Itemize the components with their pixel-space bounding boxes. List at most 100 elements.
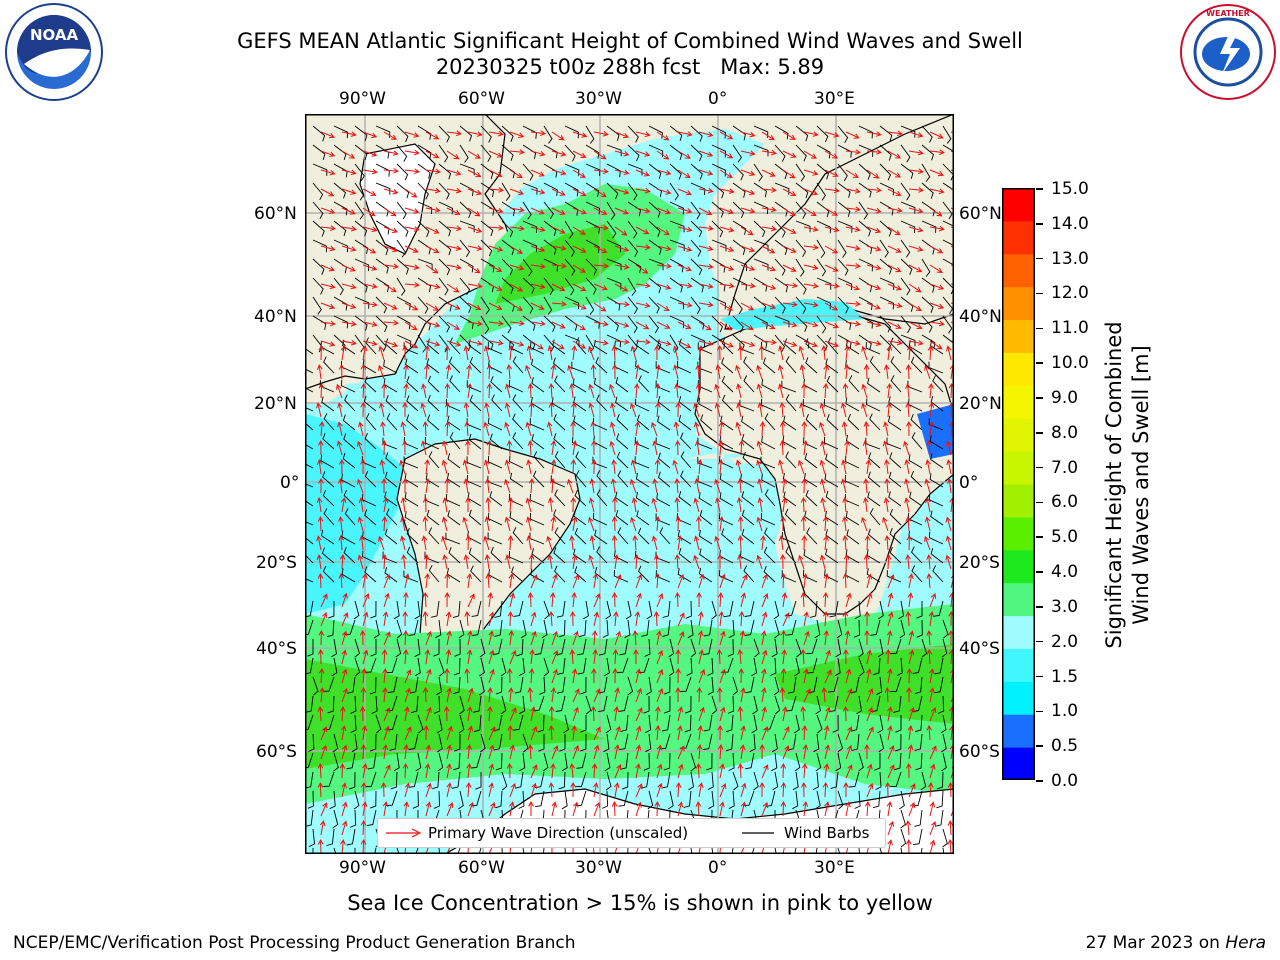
wind-barb (564, 220, 574, 239)
wind-barb (914, 733, 923, 751)
wind-barb (459, 334, 472, 352)
wave-arrow-legend-icon (386, 828, 422, 838)
wave-direction-arrow (761, 264, 776, 272)
wind-barb (640, 771, 650, 789)
wind-barb (774, 619, 780, 639)
wave-direction-arrow (593, 188, 607, 198)
wave-direction-arrow (635, 783, 643, 798)
wind-barb (564, 258, 576, 276)
wave-direction-arrow (756, 364, 763, 380)
wind-barb (386, 657, 398, 674)
wave-direction-arrow (737, 554, 743, 570)
wave-direction-arrow (904, 497, 910, 513)
wave-direction-arrow (318, 477, 324, 493)
wave-direction-arrow (487, 706, 493, 722)
colorbar-tick-label: 9.0 (1036, 388, 1078, 408)
wave-direction-arrow (338, 535, 345, 551)
wind-barb (501, 771, 508, 791)
wind-barb (375, 239, 389, 256)
wave-direction-arrow (593, 150, 607, 160)
wind-barb (825, 453, 839, 469)
wave-direction-arrow (341, 321, 357, 327)
wave-direction-arrow (929, 839, 936, 854)
wave-direction-arrow (614, 687, 620, 703)
wave-direction-arrow (824, 321, 839, 329)
wave-direction-arrow (695, 363, 702, 380)
wave-direction-arrow (530, 207, 545, 215)
wave-direction-arrow (929, 149, 945, 155)
wind-barb (522, 201, 532, 220)
wind-barb (305, 619, 314, 635)
wind-barb (438, 220, 452, 237)
wave-direction-arrow (698, 169, 714, 176)
wave-direction-arrow (761, 687, 767, 703)
wind-barb (690, 201, 701, 220)
wind-barb (728, 752, 735, 771)
wind-barb (848, 771, 860, 788)
wind-barb (669, 201, 685, 215)
wave-direction-arrow (635, 707, 643, 722)
wind-barb (792, 790, 799, 810)
wave-direction-arrow (359, 705, 366, 722)
wind-barb (837, 790, 844, 810)
wind-barb (697, 342, 713, 355)
wave-direction-arrow (567, 364, 574, 380)
wind-barb (354, 334, 365, 353)
wave-direction-arrow (719, 131, 734, 140)
wind-barb (458, 714, 465, 734)
wave-direction-arrow (845, 263, 861, 269)
wave-direction-arrow (866, 264, 882, 271)
wave-direction-arrow (845, 320, 861, 327)
wind-barb (858, 201, 869, 220)
wave-direction-arrow (340, 345, 347, 361)
wind-barb (669, 258, 684, 273)
wind-barb (753, 771, 759, 791)
wind-barb (433, 639, 440, 657)
wave-direction-arrow (654, 382, 661, 399)
wave-direction-arrow (467, 264, 481, 274)
wind-barb (522, 296, 534, 314)
wave-direction-arrow (404, 264, 420, 270)
lon-label-top-90w: 90°W (339, 89, 386, 109)
wind-barb (879, 163, 892, 181)
wind-barb (706, 752, 713, 771)
wave-direction-arrow (550, 516, 557, 532)
wave-direction-arrow (779, 401, 786, 418)
lat-label-left-20s: 20°S (256, 553, 297, 573)
wind-barb (806, 638, 818, 655)
lon-label-bottom-0: 0° (708, 858, 728, 878)
wind-barb (676, 360, 692, 374)
wind-barb (648, 334, 662, 351)
wind-barb (727, 638, 734, 657)
wave-direction-arrow (488, 744, 495, 760)
wave-direction-arrow (463, 478, 470, 494)
wind-barb (396, 334, 412, 348)
wave-direction-arrow (404, 687, 411, 703)
wind-barb (741, 433, 755, 450)
wave-direction-arrow (404, 573, 410, 589)
wind-barb (895, 733, 902, 752)
wave-direction-arrow (800, 515, 807, 532)
wave-direction-arrow (908, 245, 924, 252)
wind-barb (921, 220, 937, 233)
wind-barb (635, 472, 650, 488)
wind-barb (386, 413, 398, 431)
wind-barb (417, 201, 433, 215)
wave-direction-arrow (672, 364, 679, 380)
wave-direction-arrow (572, 302, 587, 310)
wave-direction-arrow (467, 150, 481, 159)
wind-barb (408, 619, 419, 636)
wind-barb (921, 277, 935, 293)
wind-barb (627, 125, 639, 143)
wind-barb (627, 239, 639, 258)
wave-direction-arrow (466, 573, 473, 589)
wave-direction-arrow (656, 245, 672, 252)
wave-direction-arrow (737, 762, 744, 779)
wave-direction-arrow (505, 554, 511, 570)
wave-direction-arrow (777, 383, 784, 399)
colorbar-tick-label: 8.0 (1036, 423, 1078, 443)
wind-barb (501, 258, 514, 276)
wind-barb (312, 163, 328, 176)
wave-direction-arrow (740, 131, 756, 138)
wave-direction-arrow (736, 383, 742, 399)
